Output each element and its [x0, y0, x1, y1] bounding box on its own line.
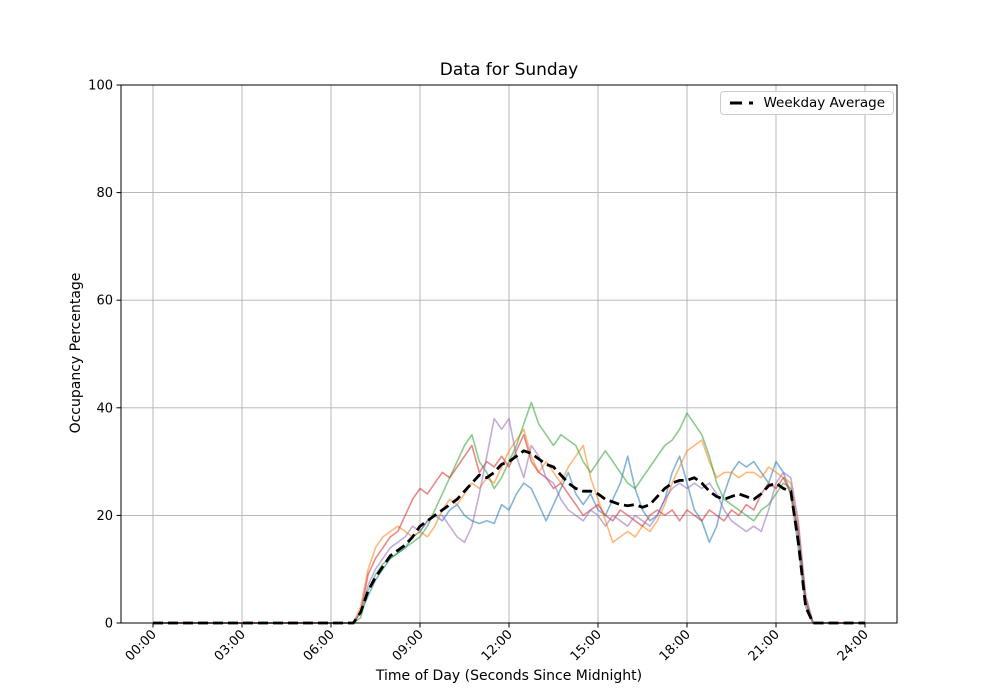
grid-lines [121, 84, 897, 624]
legend-dashed-line-sample [730, 101, 754, 105]
x-tick-label: 12:00 [479, 627, 516, 664]
y-axis-label: Occupancy Percentage [68, 272, 84, 434]
x-axis-label: Time of Day (Seconds Since Midnight) [375, 668, 643, 684]
x-tick-label: 24:00 [835, 627, 872, 664]
y-tick-label: 100 [88, 79, 113, 94]
x-tick-label: 21:00 [746, 627, 783, 664]
y-tick-label: 20 [96, 509, 113, 524]
legend-item-label: Weekday Average [763, 95, 885, 111]
axes [116, 84, 898, 628]
x-tick-label: 06:00 [301, 627, 338, 664]
x-tick-label: 00:00 [123, 627, 160, 664]
x-tick-label: 09:00 [390, 627, 427, 664]
chart-title: Data for Sunday [439, 60, 579, 80]
series-line-weekday-average [153, 449, 865, 625]
y-tick-label: 0 [105, 617, 113, 632]
x-tick-label: 03:00 [212, 627, 249, 664]
x-tick-label: 15:00 [568, 627, 605, 664]
tick-labels: 00:00 03:00 06:00 09:00 12:00 15:00 18:00 21:00… [88, 79, 872, 665]
legend: Weekday Average [720, 91, 894, 115]
x-tick-label: 18:00 [657, 627, 694, 664]
y-tick-label: 80 [96, 186, 113, 201]
y-tick-label: 60 [96, 294, 113, 309]
y-tick-label: 40 [96, 401, 113, 416]
